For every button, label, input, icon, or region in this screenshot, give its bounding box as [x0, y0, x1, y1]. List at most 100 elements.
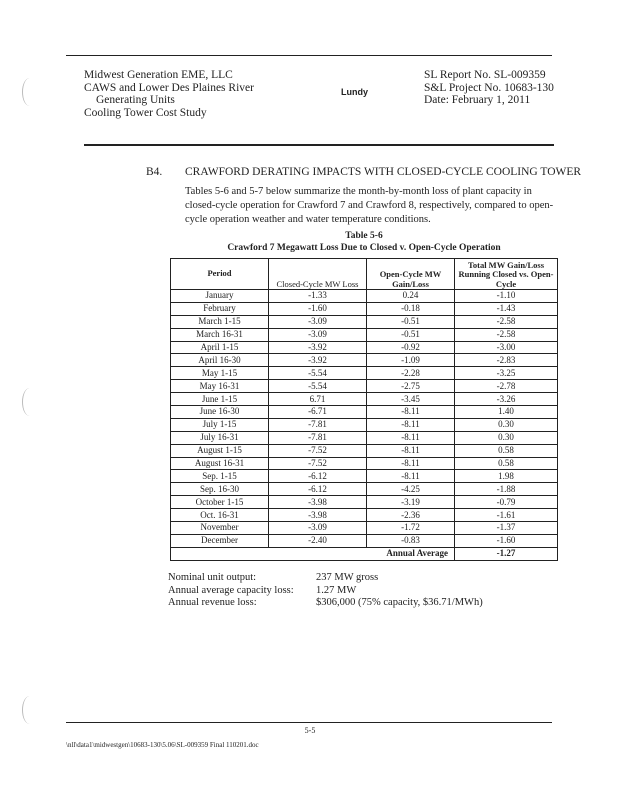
section-number: B4. [146, 166, 163, 178]
table-cell: July 1-15 [170, 417, 269, 432]
section-paragraph: Tables 5-6 and 5-7 below summarize the m… [185, 186, 554, 225]
table-cell: -6.12 [268, 469, 367, 484]
table-row: November -3.09 -1.72 -1.37 [170, 521, 558, 535]
logo: Lundy [341, 87, 368, 97]
table-cell: -0.51 [366, 327, 455, 342]
table-cell: -3.98 [268, 495, 367, 510]
table-cell: -3.92 [268, 353, 367, 368]
table-cell: April 16-30 [170, 353, 269, 368]
table-row: May 16-31 -5.54 -2.75 -2.78 [170, 379, 558, 394]
table-cell: 0.30 [454, 430, 558, 445]
table-row: March 16-31 -3.09 -0.51 -2.58 [170, 327, 558, 342]
table-cell: 1.40 [454, 405, 558, 419]
table-cell: March 16-31 [170, 327, 269, 342]
summary-value: 1.27 MW [316, 584, 357, 596]
table-cell: 0.24 [366, 289, 455, 303]
table-cell: -5.54 [268, 366, 367, 381]
punch-hole [22, 78, 37, 106]
punch-hole [22, 696, 37, 724]
date: Date: February 1, 2011 [424, 94, 531, 107]
table-title: Crawford 7 Megawatt Loss Due to Closed v… [227, 243, 501, 253]
table-caption: Table 5-6 Crawford 7 Megawatt Loss Due t… [170, 230, 558, 254]
table-cell: -7.81 [268, 417, 367, 432]
section-title: CRAWFORD DERATING IMPACTS WITH CLOSED-CY… [185, 166, 582, 178]
table-cell: 0.58 [454, 456, 558, 471]
table-cell: -8.11 [366, 469, 455, 484]
table-cell: -3.92 [268, 340, 367, 355]
punch-hole [22, 388, 37, 416]
table-cell: -3.26 [454, 392, 558, 407]
summary: Nominal unit output: 237 MW gross Annual a… [168, 572, 483, 610]
table-cell: -3.00 [454, 340, 558, 355]
table-cell: 6.71 [268, 392, 367, 407]
column-header: Closed-Cycle MW Loss [268, 258, 367, 290]
table-cell: July 16-31 [170, 430, 269, 445]
table-cell: November [170, 521, 269, 535]
summary-row: Annual average capacity loss: 1.27 MW [168, 585, 483, 598]
table-row: June 1-15 6.71 -3.45 -3.26 [170, 392, 558, 407]
table-cell: Oct. 16-31 [170, 508, 269, 523]
table-cell: -1.61 [454, 508, 558, 523]
table-cell: 0.58 [454, 443, 558, 458]
table-cell: -0.83 [366, 533, 455, 548]
table-cell: -2.78 [454, 379, 558, 394]
table-cell: May 16-31 [170, 379, 269, 394]
table-cell: -4.25 [366, 482, 455, 497]
table-cell: -1.72 [366, 521, 455, 535]
header-left: Midwest Generation EME, LLC CAWS and Low… [84, 69, 254, 119]
summary-label: Annual average capacity loss: [168, 584, 294, 596]
table-row: February -1.60 -0.18 -1.43 [170, 301, 558, 316]
table-cell: -2.40 [268, 533, 367, 548]
table-cell: March 1-15 [170, 314, 269, 329]
table-cell: August 1-15 [170, 443, 269, 458]
table-row: March 1-15 -3.09 -0.51 -2.58 [170, 314, 558, 329]
table-row: July 16-31 -7.81 -8.11 0.30 [170, 430, 558, 445]
table-cell: -1.33 [268, 289, 367, 303]
table-cell: -0.18 [366, 301, 455, 316]
project: CAWS and Lower Des Plaines River [84, 81, 254, 94]
table-cell: -8.11 [366, 430, 455, 445]
table-cell: -1.60 [268, 301, 367, 316]
table-cell: -2.28 [366, 366, 455, 381]
table-row: April 1-15 -3.92 -0.92 -3.00 [170, 340, 558, 355]
file-path: \nll\data1\midwestgen\10683-130\5.06\SL-… [66, 741, 259, 749]
column-header: Period [170, 258, 269, 290]
table-row: October 1-15 -3.98 -3.19 -0.79 [170, 495, 558, 510]
summary-row: Nominal unit output: 237 MW gross [168, 572, 483, 585]
column-header: Total MW Gain/Loss Running Closed vs. Op… [454, 258, 558, 290]
table-cell: August 16-31 [170, 456, 269, 471]
table-cell: -0.92 [366, 340, 455, 355]
project-no: S&L Project No. 10683-130 [424, 81, 554, 94]
table-number: Table 5-6 [345, 231, 383, 241]
table-cell: -1.09 [366, 353, 455, 368]
table-cell: -3.19 [366, 495, 455, 510]
table-cell: -2.75 [366, 379, 455, 394]
table-cell: June 1-15 [170, 392, 269, 407]
annual-average-row: Annual Average -1.27 [170, 546, 558, 561]
summary-label: Nominal unit output: [168, 572, 257, 583]
table-cell: Sep. 1-15 [170, 469, 269, 484]
table-cell: -2.58 [454, 314, 558, 329]
table-row: Sep. 1-15 -6.12 -8.11 1.98 [170, 469, 558, 484]
table-cell: -3.98 [268, 508, 367, 523]
project-cont: Generating Units [96, 94, 175, 107]
table-cell: -8.11 [366, 417, 455, 432]
table-cell: -2.58 [454, 327, 558, 342]
table-cell: December [170, 533, 269, 548]
table-cell: -3.09 [268, 521, 367, 535]
summary-value: 237 MW gross [316, 572, 379, 583]
table-cell: -0.79 [454, 495, 558, 510]
table-row: Sep. 16-30 -6.12 -4.25 -1.88 [170, 482, 558, 497]
table-cell: 1.98 [454, 469, 558, 484]
table-cell: -2.36 [366, 508, 455, 523]
summary-value: $306,000 (75% capacity, $36.71/MWh) [316, 597, 483, 608]
table-cell: May 1-15 [170, 366, 269, 381]
table-cell: February [170, 301, 269, 316]
annual-average-value: -1.27 [454, 546, 558, 561]
table-cell: -7.81 [268, 430, 367, 445]
table-cell: -0.51 [366, 314, 455, 329]
table-cell: -8.11 [366, 405, 455, 419]
footer-rule [66, 722, 552, 723]
annual-average-label: Annual Average [170, 546, 455, 561]
